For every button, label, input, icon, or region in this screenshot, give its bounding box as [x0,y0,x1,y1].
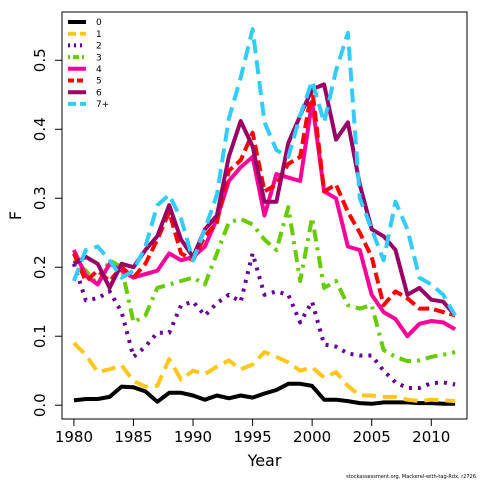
y-axis-label: F [6,211,25,220]
y-tick-label: 0.4 [31,117,49,141]
legend-label: 2 [96,42,102,52]
credit-text: stockassessment.org, Mackerel-with-tag-R… [346,474,476,480]
x-tick-label: 2005 [353,428,391,446]
x-tick-label: 2010 [412,428,450,446]
series-line-2 [71,251,456,390]
y-axis: 0.0 0.1 0.2 0.3 0.4 0.5 [31,48,62,417]
y-tick-label: 0.1 [31,324,49,348]
legend: 0 1 23 4 56 7+ [68,18,109,110]
series-line-7plus [72,27,457,317]
series-line-0 [73,381,456,406]
x-axis-label: Year [247,451,282,470]
x-tick-label: 1985 [114,428,152,446]
x-tick-label: 1980 [55,428,93,446]
series-line-4 [72,99,457,339]
series-layer [71,27,457,406]
x-axis: 1980 1985 1990 1995 2000 2005 2010 [55,419,450,446]
x-tick-label: 1990 [174,428,212,446]
series-line-5 [72,85,456,318]
series-line-1 [72,341,456,404]
x-tick-label: 2000 [293,428,331,446]
y-tick-label: 0.2 [31,255,49,279]
y-tick-label: 0.5 [31,48,49,72]
y-tick-label: 0.3 [31,186,49,210]
legend-label: 3 [96,53,102,63]
legend-label: 6 [96,88,102,98]
series-line-6 [72,82,457,317]
series-line-3 [72,205,456,364]
legend-label: 4 [96,65,102,75]
legend-label: 0 [96,18,102,28]
plot-frame [61,11,468,420]
x-tick-label: 1995 [233,428,271,446]
legend-label: 1 [96,30,102,40]
legend-label: 7+ [96,100,109,110]
y-tick-label: 0.0 [31,393,49,417]
legend-label: 5 [96,77,102,87]
